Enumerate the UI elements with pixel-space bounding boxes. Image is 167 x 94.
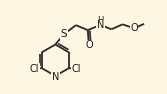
- Text: Cl: Cl: [30, 64, 39, 74]
- Text: O: O: [130, 24, 138, 33]
- Text: Cl: Cl: [72, 64, 81, 74]
- Text: N: N: [97, 20, 104, 30]
- Text: H: H: [97, 16, 104, 25]
- Text: S: S: [61, 29, 67, 39]
- Text: O: O: [86, 40, 93, 50]
- Text: N: N: [52, 72, 59, 82]
